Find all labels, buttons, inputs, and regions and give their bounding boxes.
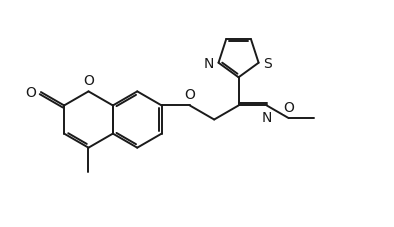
Text: N: N bbox=[204, 57, 214, 70]
Text: O: O bbox=[283, 100, 294, 114]
Text: O: O bbox=[184, 88, 195, 101]
Text: O: O bbox=[83, 74, 94, 88]
Text: N: N bbox=[262, 111, 272, 125]
Text: O: O bbox=[26, 86, 37, 100]
Text: S: S bbox=[263, 57, 271, 70]
